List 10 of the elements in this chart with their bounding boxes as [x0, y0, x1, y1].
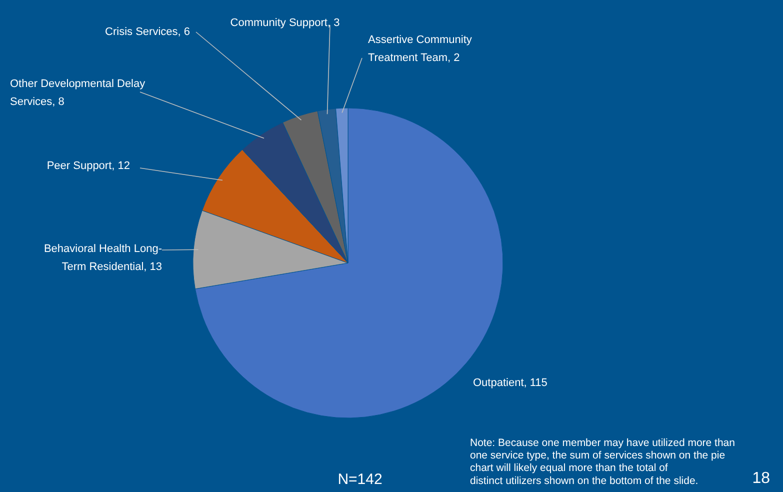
text: N=142	[338, 471, 382, 488]
slice-label: Peer Support, 12	[46, 160, 130, 172]
slice-label: Outpatient, 115	[473, 377, 548, 389]
slice-label: Behavioral Health Long-Term Residential, 13	[44, 243, 162, 273]
slice-label: Assertive Community Treatment Team, 2	[368, 34, 472, 64]
slice-label: Other Developmental Delay Services, 8	[10, 78, 146, 108]
text: Note: Because one member may have utilized more than one service type, the sum of services shown on the pie chart will likely equal more than the total of distinct utilizers shown on the bottom of the slide.	[470, 437, 736, 487]
text: 18	[752, 470, 770, 487]
slice-label: Community Support, 3	[230, 17, 340, 29]
slice-label: Crisis Services, 6	[105, 26, 190, 38]
